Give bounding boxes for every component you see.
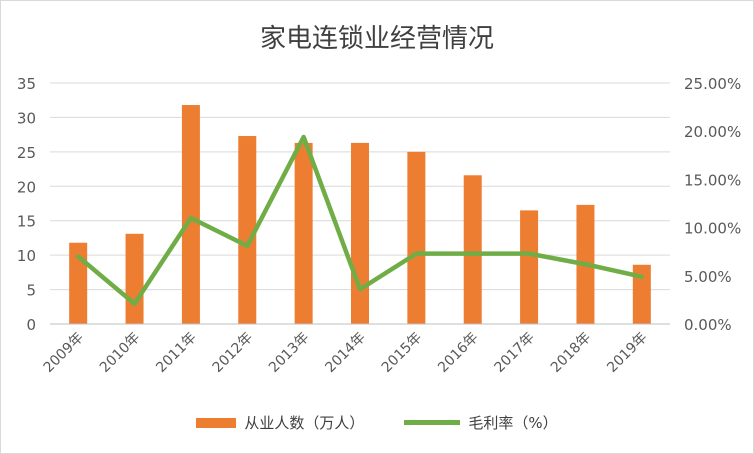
x-tick-label: 2012年 <box>210 330 256 376</box>
y-right-tick-label: 20.00% <box>684 123 741 141</box>
x-tick-label: 2017年 <box>492 330 538 376</box>
y-right-tick-label: 10.00% <box>684 220 741 238</box>
legend-label-bar: 从业人数（万人） <box>244 414 365 432</box>
bar <box>181 105 200 324</box>
y-left-tick-label: 0 <box>26 316 36 334</box>
legend-label-line: 毛利率（%） <box>468 414 558 432</box>
y-right-tick-label: 5.00% <box>684 268 732 286</box>
y-axis-right: 0.00% 5.00% 10.00% 15.00% 20.00% 25.00% <box>684 75 741 334</box>
x-tick-label: 2019年 <box>604 330 650 376</box>
bar <box>632 264 651 324</box>
y-left-tick-label: 5 <box>26 282 36 300</box>
y-left-tick-label: 30 <box>17 109 36 127</box>
x-axis: 2009年 2010年 2011年 2012年 2013年 2014年 2015年 2016年… <box>41 323 670 376</box>
y-left-tick-label: 20 <box>17 178 36 196</box>
y-right-tick-label: 15.00% <box>684 171 741 189</box>
bar <box>407 151 426 324</box>
y-right-tick-label: 0.00% <box>684 316 732 334</box>
legend-item-bar: 从业人数（万人） <box>196 412 364 433</box>
x-tick-label: 2009年 <box>41 330 87 376</box>
x-tick-label: 2010年 <box>97 330 143 376</box>
x-tick-label: 2011年 <box>153 330 199 376</box>
line-series <box>75 134 645 307</box>
bar <box>520 210 539 324</box>
bar <box>463 175 482 324</box>
y-left-tick-label: 25 <box>17 144 36 162</box>
y-axis-left: 0 5 10 15 20 25 30 35 <box>17 75 36 334</box>
bar <box>125 233 144 324</box>
x-tick-label: 2014年 <box>322 330 368 376</box>
y-left-tick-label: 10 <box>17 247 36 265</box>
bar <box>294 142 313 324</box>
legend: 从业人数（万人） 毛利率（%） <box>0 412 754 433</box>
x-tick-label: 2016年 <box>435 330 481 376</box>
x-tick-label: 2018年 <box>548 330 594 376</box>
chart-title: 家电连锁业经营情况 <box>259 24 494 54</box>
x-tick-label: 2015年 <box>379 330 425 376</box>
bar <box>351 142 369 324</box>
legend-item-line: 毛利率（%） <box>404 412 558 433</box>
legend-swatch-line <box>404 420 461 425</box>
y-left-tick-label: 15 <box>17 213 36 231</box>
y-right-tick-label: 25.00% <box>684 75 741 93</box>
y-left-tick-label: 35 <box>17 75 36 93</box>
legend-swatch-bar <box>196 417 237 428</box>
bar <box>238 136 257 324</box>
x-tick-label: 2013年 <box>266 330 312 376</box>
